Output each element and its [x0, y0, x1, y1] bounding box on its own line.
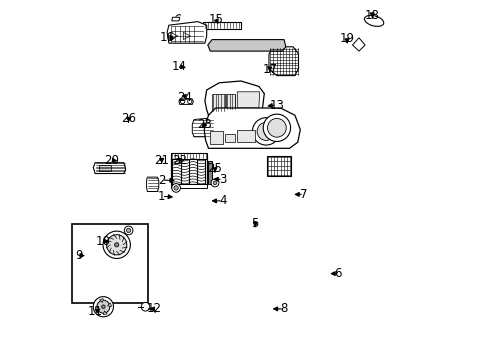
Polygon shape: [207, 40, 285, 51]
Text: 18: 18: [364, 9, 379, 22]
Text: 7: 7: [300, 188, 307, 201]
Circle shape: [267, 118, 285, 137]
Text: 22: 22: [172, 154, 187, 167]
Circle shape: [106, 235, 126, 255]
Bar: [170, 153, 206, 159]
Text: 2: 2: [158, 174, 165, 186]
Circle shape: [124, 226, 133, 235]
Text: 5: 5: [251, 217, 259, 230]
Text: 8: 8: [280, 302, 287, 315]
Bar: [170, 184, 206, 188]
Polygon shape: [167, 22, 206, 43]
Bar: [217, 126, 230, 140]
Bar: [170, 158, 206, 184]
Circle shape: [213, 181, 216, 185]
Circle shape: [114, 243, 119, 247]
Circle shape: [187, 99, 192, 104]
Circle shape: [211, 179, 219, 187]
Circle shape: [141, 302, 149, 311]
Polygon shape: [107, 303, 111, 307]
Text: 10: 10: [96, 235, 111, 248]
Text: 4: 4: [219, 194, 226, 207]
Text: 25: 25: [207, 162, 222, 175]
Polygon shape: [352, 38, 365, 51]
Polygon shape: [171, 17, 179, 21]
Polygon shape: [204, 108, 300, 148]
Text: 26: 26: [121, 112, 136, 125]
Circle shape: [103, 231, 130, 258]
Polygon shape: [224, 134, 235, 142]
Circle shape: [252, 118, 279, 145]
Text: 24: 24: [177, 91, 192, 104]
Text: 16: 16: [159, 31, 174, 44]
Text: 17: 17: [262, 63, 277, 76]
Polygon shape: [179, 99, 193, 104]
Circle shape: [102, 305, 105, 309]
Polygon shape: [213, 112, 289, 148]
Polygon shape: [268, 47, 298, 76]
Polygon shape: [237, 130, 255, 142]
Text: 11: 11: [87, 305, 102, 318]
Text: 20: 20: [104, 154, 119, 167]
Polygon shape: [203, 22, 241, 29]
Circle shape: [180, 99, 184, 104]
Circle shape: [257, 122, 275, 140]
Circle shape: [126, 228, 130, 233]
Polygon shape: [100, 299, 103, 302]
Circle shape: [97, 300, 110, 313]
Polygon shape: [210, 131, 223, 144]
Polygon shape: [170, 32, 178, 40]
Polygon shape: [103, 311, 107, 315]
Text: 6: 6: [334, 267, 341, 280]
Bar: [72, 224, 148, 303]
Text: 1: 1: [158, 190, 165, 203]
Text: 19: 19: [339, 32, 354, 45]
Polygon shape: [192, 118, 213, 137]
Text: 14: 14: [171, 60, 186, 73]
Polygon shape: [93, 163, 125, 174]
Text: 9: 9: [75, 249, 82, 262]
Circle shape: [93, 297, 113, 317]
Polygon shape: [99, 165, 111, 171]
Text: 23: 23: [197, 118, 212, 131]
Circle shape: [174, 186, 178, 190]
Ellipse shape: [364, 15, 383, 26]
Polygon shape: [204, 81, 264, 115]
Bar: [208, 161, 212, 184]
Text: 3: 3: [219, 173, 226, 186]
Polygon shape: [183, 32, 190, 40]
Bar: [231, 130, 241, 140]
Polygon shape: [146, 177, 159, 192]
Polygon shape: [95, 307, 99, 311]
Circle shape: [263, 114, 290, 141]
Text: 15: 15: [208, 13, 224, 26]
Text: 13: 13: [269, 99, 284, 112]
Circle shape: [171, 184, 180, 192]
Polygon shape: [237, 92, 259, 108]
Text: 21: 21: [154, 154, 169, 167]
Bar: [266, 156, 291, 176]
Text: 12: 12: [146, 302, 161, 315]
Polygon shape: [212, 94, 224, 112]
Polygon shape: [226, 94, 235, 110]
